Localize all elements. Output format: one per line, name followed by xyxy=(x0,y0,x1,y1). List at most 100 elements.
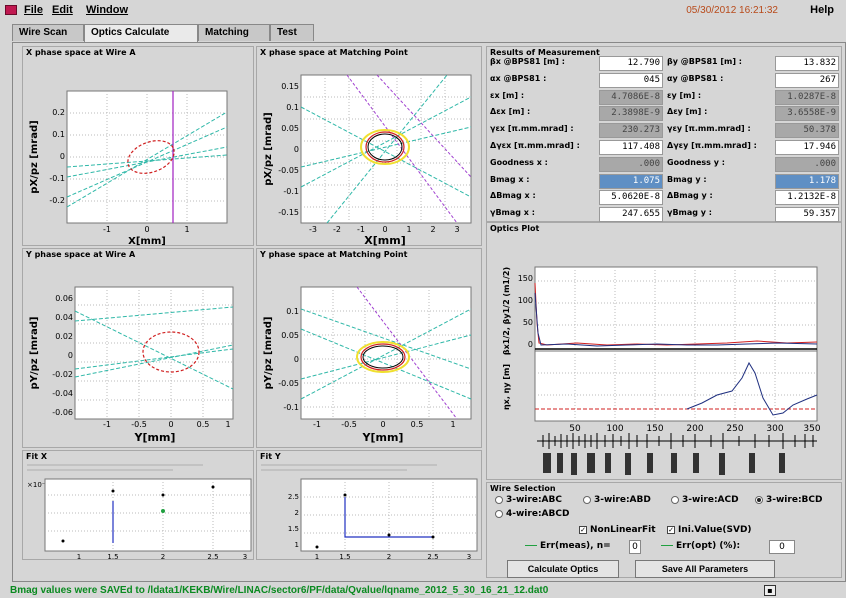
xa-xtick: 0 xyxy=(144,225,149,234)
xm-plot: 0.15 0.1 0.05 0 -0.05 -0.1 -0.15 -3 -2 -… xyxy=(263,74,472,247)
result-value-x[interactable]: 117.408 xyxy=(599,140,663,155)
menu-window[interactable]: Window xyxy=(86,4,129,16)
result-label-x: ΔBmag x : xyxy=(490,191,536,201)
result-value-y[interactable]: 59.357 xyxy=(775,207,839,223)
tab-matching[interactable]: Matching xyxy=(198,24,270,41)
xa-panel: X phase space at Wire A 0.2 0.1 0 -0.1 -… xyxy=(22,46,254,247)
fitx-xtick: 2.5 xyxy=(207,553,218,561)
xa-ytick: 0 xyxy=(60,152,65,161)
result-value-y[interactable]: .000 xyxy=(775,156,839,172)
result-label-x: Bmag x : xyxy=(490,174,530,184)
fity-ytick: 1.5 xyxy=(288,525,299,533)
results-row: Δεx [m] : 2.3898E-9 Δεy [m] : 3.6558E-9 xyxy=(487,105,843,122)
result-value-y[interactable]: 1.0287E-8 xyxy=(775,89,839,105)
results-row: γεx [π.mm.mrad] : 230.273 γεy [π.mm.mrad] … xyxy=(487,122,843,139)
result-label-x: αx @BPS81 : xyxy=(490,73,547,83)
fitx-plot: ×10⁻³ 1 1.5 2 2.5 3 xyxy=(27,464,252,561)
result-label-y: γεy [π.mm.mrad] : xyxy=(667,124,751,134)
xm-ytick: 0.1 xyxy=(286,103,299,112)
save-all-parameters-button[interactable]: Save All Parameters xyxy=(635,560,775,578)
result-label-y: Δγεy [π.mm.mrad] : xyxy=(667,141,757,150)
result-value-y[interactable]: 1.2132E-8 xyxy=(775,190,839,206)
tab-optics-calculate[interactable]: Optics Calculate xyxy=(84,24,198,42)
ya-xtick: 0.5 xyxy=(197,420,210,429)
result-value-y[interactable]: 50.378 xyxy=(775,123,839,139)
result-value-x[interactable]: 045 xyxy=(599,72,663,88)
fity-xtick: 3 xyxy=(467,553,471,561)
xm-xtick: 3 xyxy=(454,225,459,234)
ya-xlabel: Y[mm] xyxy=(134,431,176,444)
result-value-y[interactable]: 17.946 xyxy=(775,140,839,155)
result-value-x[interactable]: 2.3898E-9 xyxy=(599,106,663,122)
xa-plot: 0.2 0.1 0 -0.1 -0.2 -1 0 1 X[mm] pX/pz [… xyxy=(29,90,228,247)
optics-xtick: 100 xyxy=(606,424,623,434)
xm-xtick: 1 xyxy=(406,225,411,234)
radio-4wire-abcd[interactable]: 4-wire:ABCD xyxy=(495,509,569,519)
radio-3wire-bcd[interactable]: 3-wire:BCD xyxy=(755,495,822,505)
ym-ytick: -0.05 xyxy=(278,379,299,388)
result-value-y[interactable]: 3.6558E-9 xyxy=(775,106,839,122)
ym-panel: Y phase space at Matching Point 0.1 0.05… xyxy=(256,248,482,448)
tab-wire-scan[interactable]: Wire Scan xyxy=(12,24,84,41)
tab-test[interactable]: Test xyxy=(270,24,314,41)
ym-xtick: -1 xyxy=(313,420,321,429)
ym-ytick: 0.05 xyxy=(281,331,299,340)
radio-3wire-abd[interactable]: 3-wire:ABD xyxy=(583,495,651,505)
result-value-x[interactable]: 4.7086E-8 xyxy=(599,89,663,105)
checkbox-ini-value[interactable]: ✓ Ini.Value(SVD) xyxy=(667,525,752,535)
result-value-x[interactable]: 1.075 xyxy=(599,173,663,189)
checkbox-nonlinear-fit[interactable]: ✓ NonLinearFit xyxy=(579,525,656,535)
ya-ytick: -0.04 xyxy=(52,389,73,398)
ym-xtick: 0.5 xyxy=(411,420,424,429)
menubar: File Edit Window 05/30/2012 16:21:32 Hel… xyxy=(0,0,846,20)
results-row: ΔBmag x : 5.0620E-8 ΔBmag y : 1.2132E-8 xyxy=(487,189,843,206)
ym-ytick: -0.1 xyxy=(283,403,299,412)
result-label-x: Δγεx [π.mm.mrad] : xyxy=(490,141,580,150)
menu-edit[interactable]: Edit xyxy=(52,4,73,16)
xm-ytick: 0.05 xyxy=(281,124,299,133)
result-value-y[interactable]: 13.832 xyxy=(775,56,839,71)
result-value-x[interactable]: 12.790 xyxy=(599,56,663,71)
xm-xtick: -3 xyxy=(309,225,317,234)
menu-file[interactable]: File xyxy=(24,4,43,16)
result-value-x[interactable]: 5.0620E-8 xyxy=(599,190,663,206)
ya-ytick: -0.06 xyxy=(52,408,73,417)
optics-plot: 150 100 50 0 50 100 150 200 250 300 350 … xyxy=(502,266,821,475)
err-meas-input[interactable]: 0 xyxy=(629,540,641,554)
ym-xlabel: Y[mm] xyxy=(362,431,404,444)
optics-xtick: 250 xyxy=(726,424,743,434)
ya-ytick: 0.02 xyxy=(55,332,73,341)
xm-xtick: 2 xyxy=(430,225,435,234)
radio-3wire-acd[interactable]: 3-wire:ACD xyxy=(671,495,739,505)
fitx-xtick: 1.5 xyxy=(107,553,118,561)
menu-help[interactable]: Help xyxy=(810,4,834,16)
check-icon: ✓ xyxy=(667,525,675,534)
fity-xtick: 1.5 xyxy=(339,553,350,561)
result-label-y: γBmag y : xyxy=(667,208,712,218)
status-icon[interactable]: ▪ xyxy=(764,585,776,596)
optics-xtick: 300 xyxy=(766,424,783,434)
ya-xtick: -1 xyxy=(103,420,111,429)
result-value-x[interactable]: 247.655 xyxy=(599,207,663,223)
check-icon: ✓ xyxy=(579,525,587,534)
optics-panel: Optics Plot 150 100 50 0 50 100 150 200 … xyxy=(486,222,842,480)
xa-xlabel: X[mm] xyxy=(128,236,166,247)
fitx-xtick: 3 xyxy=(243,553,247,561)
fity-ytick: 2.5 xyxy=(288,493,299,501)
ya-xtick: -0.5 xyxy=(131,420,147,429)
result-value-x[interactable]: .000 xyxy=(599,156,663,172)
fity-xtick: 2 xyxy=(387,553,391,561)
err-opt-input[interactable]: 0 xyxy=(769,540,795,554)
result-label-y: Goodness y : xyxy=(667,157,725,167)
result-value-y[interactable]: 267 xyxy=(775,72,839,88)
optics-ytick: 100 xyxy=(518,296,533,305)
radio-3wire-abc[interactable]: 3-wire:ABC xyxy=(495,495,562,505)
ya-title: Y phase space at Wire A xyxy=(26,250,136,259)
result-value-x[interactable]: 230.273 xyxy=(599,123,663,139)
results-row: αx @BPS81 : 045 αy @BPS81 : 267 xyxy=(487,72,843,89)
result-label-x: γBmag x : xyxy=(490,208,535,218)
result-value-y[interactable]: 1.178 xyxy=(775,173,839,189)
fity-xtick: 2.5 xyxy=(427,553,438,561)
fity-xtick: 1 xyxy=(315,553,319,561)
calculate-optics-button[interactable]: Calculate Optics xyxy=(507,560,619,578)
